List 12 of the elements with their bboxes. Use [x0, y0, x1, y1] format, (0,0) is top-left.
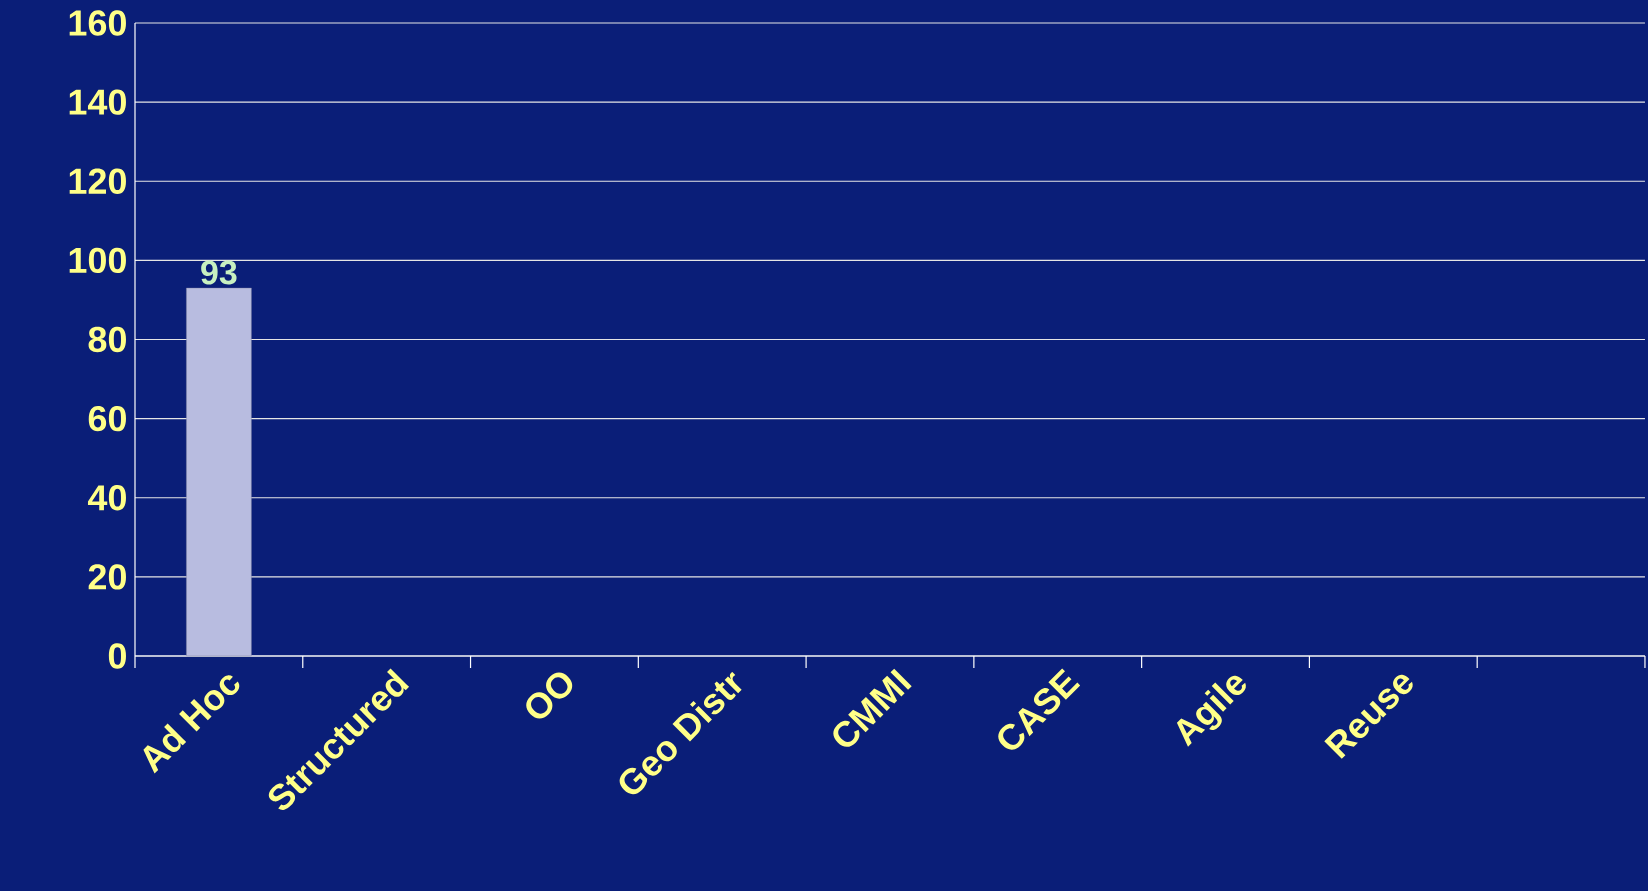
y-tick-label: 60 — [88, 405, 126, 432]
y-tick-label: 160 — [69, 10, 126, 36]
x-tick-label: OO — [526, 672, 573, 719]
y-tick-label: 140 — [69, 89, 126, 115]
y-tick-label: 0 — [108, 643, 126, 669]
y-tick-label: 20 — [88, 564, 126, 590]
data-label: 93 — [201, 260, 237, 285]
x-tick-label: Ad Hoc — [143, 675, 240, 774]
y-tick-label: 120 — [69, 168, 126, 194]
y-tick-label: 40 — [87, 485, 126, 511]
y-tick-label: 100 — [69, 247, 126, 274]
y-tick-label: 80 — [88, 326, 126, 353]
